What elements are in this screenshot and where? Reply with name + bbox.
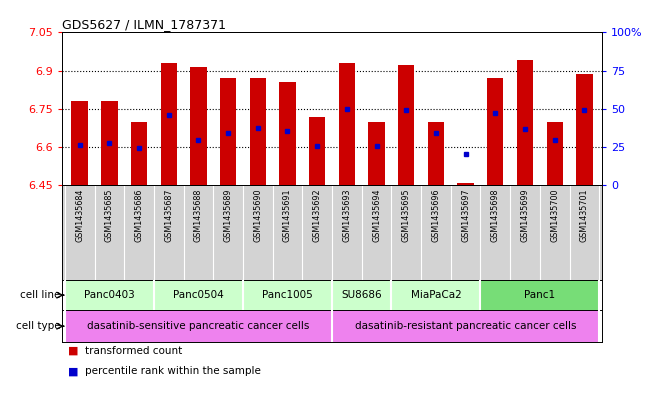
Text: GSM1435699: GSM1435699 (521, 188, 529, 242)
Text: Panc1: Panc1 (524, 290, 555, 300)
Bar (458, 183, 474, 185)
Text: cell line: cell line (20, 290, 61, 300)
Text: percentile rank within the sample: percentile rank within the sample (85, 366, 260, 376)
Text: GSM1435698: GSM1435698 (491, 188, 500, 242)
Text: GSM1435692: GSM1435692 (312, 188, 322, 242)
Text: GSM1435691: GSM1435691 (283, 188, 292, 242)
Bar (546, 122, 563, 185)
Text: GSM1435696: GSM1435696 (432, 188, 441, 242)
Bar (154, 280, 243, 310)
Text: GSM1435697: GSM1435697 (461, 188, 470, 242)
Text: MiaPaCa2: MiaPaCa2 (411, 290, 462, 300)
Text: GSM1435686: GSM1435686 (135, 188, 143, 242)
Text: GDS5627 / ILMN_1787371: GDS5627 / ILMN_1787371 (62, 18, 226, 31)
Bar (249, 78, 266, 185)
Bar (65, 280, 154, 310)
Text: GSM1435684: GSM1435684 (75, 188, 84, 242)
Text: cell type: cell type (16, 321, 61, 331)
Text: dasatinib-sensitive pancreatic cancer cells: dasatinib-sensitive pancreatic cancer ce… (87, 321, 310, 331)
Bar (332, 310, 599, 342)
Bar (279, 82, 296, 185)
Text: Panc1005: Panc1005 (262, 290, 313, 300)
Bar (161, 63, 177, 185)
Text: Panc0504: Panc0504 (173, 290, 224, 300)
Bar (332, 280, 391, 310)
Text: GSM1435685: GSM1435685 (105, 188, 114, 242)
Text: GSM1435689: GSM1435689 (223, 188, 232, 242)
Bar (391, 280, 480, 310)
Text: GSM1435688: GSM1435688 (194, 188, 203, 242)
Bar (368, 122, 385, 185)
Text: GSM1435694: GSM1435694 (372, 188, 381, 242)
Bar (339, 63, 355, 185)
Text: Panc0403: Panc0403 (84, 290, 135, 300)
Bar (220, 78, 236, 185)
Text: GSM1435690: GSM1435690 (253, 188, 262, 242)
Bar (487, 78, 503, 185)
Bar (309, 117, 326, 185)
Text: SU8686: SU8686 (341, 290, 382, 300)
Text: GSM1435700: GSM1435700 (550, 188, 559, 242)
Text: ■: ■ (68, 346, 79, 356)
Text: GSM1435695: GSM1435695 (402, 188, 411, 242)
Text: GSM1435701: GSM1435701 (580, 188, 589, 242)
Bar (243, 280, 332, 310)
Bar (65, 310, 332, 342)
Bar (131, 122, 147, 185)
Bar (398, 66, 415, 185)
Text: transformed count: transformed count (85, 346, 182, 356)
Bar (428, 122, 444, 185)
Bar (480, 280, 599, 310)
Bar (190, 67, 206, 185)
Bar (72, 101, 88, 185)
Bar (576, 74, 592, 185)
Bar (517, 60, 533, 185)
Text: GSM1435687: GSM1435687 (164, 188, 173, 242)
Text: GSM1435693: GSM1435693 (342, 188, 352, 242)
Text: dasatinib-resistant pancreatic cancer cells: dasatinib-resistant pancreatic cancer ce… (355, 321, 576, 331)
Bar (101, 101, 118, 185)
Text: ■: ■ (68, 366, 79, 376)
